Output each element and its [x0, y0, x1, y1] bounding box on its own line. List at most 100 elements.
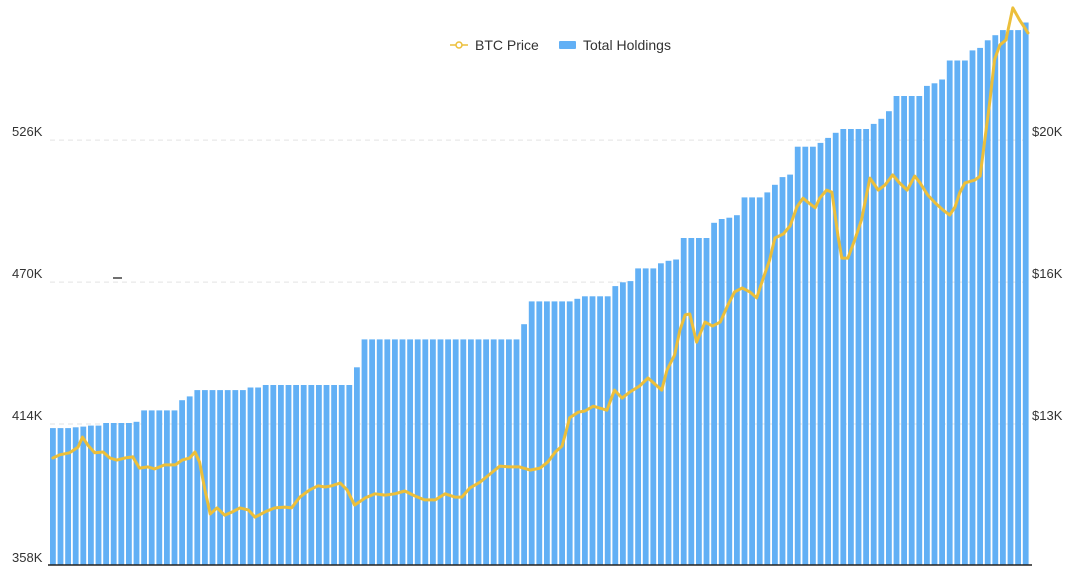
holdings-bar[interactable] — [354, 367, 360, 565]
holdings-bar[interactable] — [202, 390, 208, 565]
holdings-bar[interactable] — [475, 339, 482, 565]
holdings-bar[interactable] — [878, 118, 885, 566]
holdings-bar[interactable] — [840, 129, 847, 565]
holdings-bar[interactable] — [597, 296, 603, 565]
holdings-bar[interactable] — [103, 423, 109, 565]
holdings-bar[interactable] — [620, 282, 626, 565]
holdings-bar[interactable] — [855, 129, 862, 565]
holdings-bar[interactable] — [179, 400, 185, 565]
holdings-bar[interactable] — [88, 425, 94, 565]
holdings-bar[interactable] — [696, 238, 702, 565]
holdings-bar[interactable] — [232, 390, 239, 565]
holdings-bar[interactable] — [528, 301, 535, 565]
holdings-bar[interactable] — [612, 286, 619, 565]
holdings-bar[interactable] — [468, 339, 474, 565]
holdings-bar[interactable] — [582, 296, 588, 565]
holdings-bar[interactable] — [984, 40, 991, 566]
holdings-bar[interactable] — [498, 339, 505, 565]
holdings-bar[interactable] — [764, 192, 771, 565]
holdings-bar[interactable] — [460, 339, 467, 565]
holdings-bar[interactable] — [217, 390, 223, 565]
holdings-bar[interactable] — [741, 197, 748, 565]
holdings-bar[interactable] — [658, 263, 664, 565]
holdings-bar[interactable] — [255, 387, 261, 566]
holdings-bar[interactable] — [50, 428, 56, 565]
holdings-bar[interactable] — [604, 296, 611, 565]
holdings-bar[interactable] — [627, 281, 634, 565]
holdings-bar[interactable] — [300, 385, 307, 565]
holdings-bar[interactable] — [323, 385, 330, 565]
holdings-bar[interactable] — [946, 60, 953, 566]
holdings-bar[interactable] — [650, 268, 657, 565]
holdings-bar[interactable] — [133, 421, 140, 565]
holdings-bar[interactable] — [430, 339, 436, 565]
holdings-bar[interactable] — [642, 268, 649, 565]
holdings-bar[interactable] — [635, 268, 641, 565]
holdings-bar[interactable] — [1000, 30, 1006, 566]
holdings-bar[interactable] — [513, 339, 520, 565]
holdings-bar[interactable] — [992, 35, 999, 565]
holdings-bar[interactable] — [779, 177, 786, 565]
legend-item-btc-price[interactable]: BTC Price — [450, 37, 539, 53]
holdings-bar[interactable] — [893, 96, 900, 565]
holdings-bar[interactable] — [574, 298, 581, 565]
holdings-bar[interactable] — [95, 425, 102, 565]
holdings-bar[interactable] — [392, 339, 398, 565]
holdings-bar[interactable] — [414, 339, 421, 565]
holdings-bar[interactable] — [665, 260, 672, 565]
holdings-bar[interactable] — [521, 324, 527, 565]
holdings-bar[interactable] — [749, 197, 755, 565]
holdings-bar[interactable] — [293, 385, 299, 565]
holdings-bar[interactable] — [673, 259, 679, 566]
holdings-bar[interactable] — [566, 301, 573, 565]
holdings-bar[interactable] — [126, 423, 132, 565]
holdings-bar[interactable] — [688, 238, 695, 565]
holdings-bar[interactable] — [338, 385, 345, 565]
holdings-bar[interactable] — [270, 385, 277, 565]
holdings-bar[interactable] — [422, 339, 429, 565]
holdings-bar[interactable] — [407, 339, 413, 565]
holdings-bar[interactable] — [80, 426, 87, 565]
holdings-bar[interactable] — [346, 385, 353, 565]
holdings-bar[interactable] — [483, 339, 489, 565]
holdings-bar[interactable] — [361, 339, 368, 565]
holdings-bar[interactable] — [863, 129, 869, 565]
holdings-bar[interactable] — [194, 390, 201, 565]
holdings-bar[interactable] — [954, 60, 961, 566]
holdings-bar[interactable] — [544, 301, 550, 565]
holdings-bar[interactable] — [148, 410, 155, 565]
holdings-bar[interactable] — [186, 396, 193, 565]
holdings-bar[interactable] — [247, 387, 254, 566]
holdings-bar[interactable] — [901, 96, 907, 565]
holdings-bar[interactable] — [57, 428, 64, 565]
holdings-bar[interactable] — [1015, 30, 1021, 566]
holdings-bar[interactable] — [285, 385, 292, 565]
holdings-bar[interactable] — [118, 423, 125, 565]
holdings-bar[interactable] — [1022, 22, 1029, 566]
holdings-bar[interactable] — [726, 217, 733, 565]
holdings-bar[interactable] — [316, 385, 322, 565]
holdings-bar[interactable] — [399, 339, 406, 565]
holdings-bar[interactable] — [551, 301, 558, 565]
holdings-bar[interactable] — [171, 410, 178, 565]
holdings-bar[interactable] — [536, 301, 543, 565]
holdings-bar[interactable] — [437, 339, 444, 565]
holdings-bar[interactable] — [756, 197, 763, 565]
holdings-bar[interactable] — [240, 390, 246, 565]
holdings-bar[interactable] — [164, 410, 170, 565]
holdings-bar[interactable] — [308, 385, 315, 565]
holdings-bar[interactable] — [65, 428, 71, 565]
holdings-bar[interactable] — [817, 142, 824, 565]
holdings-bar[interactable] — [832, 132, 839, 566]
holdings-bar[interactable] — [452, 339, 459, 565]
holdings-bar[interactable] — [969, 50, 976, 565]
holdings-bar[interactable] — [977, 47, 983, 565]
holdings-bar[interactable] — [962, 60, 968, 566]
holdings-bar[interactable] — [110, 423, 117, 565]
holdings-bar[interactable] — [369, 339, 375, 565]
holdings-bar[interactable] — [589, 296, 596, 565]
holdings-bar[interactable] — [734, 215, 740, 565]
holdings-bar[interactable] — [376, 339, 383, 565]
holdings-bar[interactable] — [794, 146, 801, 565]
holdings-bar[interactable] — [262, 385, 269, 565]
